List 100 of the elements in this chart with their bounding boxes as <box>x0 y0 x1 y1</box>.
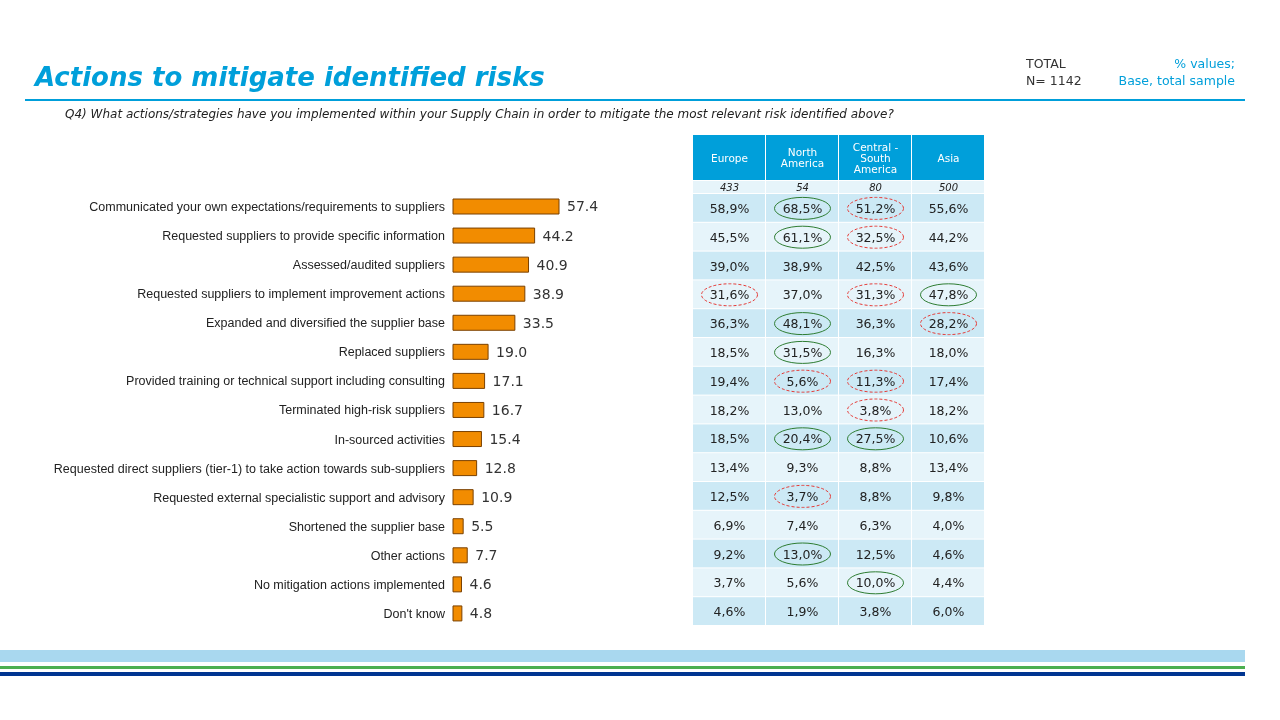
bar <box>452 198 560 215</box>
text: 13,4% <box>709 460 750 476</box>
text: 10,0% <box>855 575 896 591</box>
bar <box>452 227 536 244</box>
text: 58,9% <box>709 200 750 216</box>
text: Asia <box>937 151 960 164</box>
bar <box>452 576 462 593</box>
y-tick-label: Requested suppliers to implement improvement actions <box>137 287 445 302</box>
y-tick-label: Expanded and diversified the supplier base <box>205 316 446 331</box>
text: 18,5% <box>709 344 750 360</box>
chart-subtitle: Q4) What actions/strategies have you implemented within your Supply Chain in order to mitigate the most relevant risk identified above? <box>65 107 894 121</box>
data-label: 4.8 <box>469 605 493 622</box>
text: 54 <box>796 182 809 193</box>
text: 28,2% <box>928 316 969 332</box>
text: 10,6% <box>928 431 969 447</box>
text: Central - South America <box>852 140 899 175</box>
data-label: 57.4 <box>567 198 599 215</box>
text: 1,9% <box>786 604 819 620</box>
data-label: 5.5 <box>471 518 494 535</box>
text: 37,0% <box>782 287 823 303</box>
text: 4,4% <box>932 575 965 591</box>
text: 20,4% <box>782 431 823 447</box>
y-tick-label: Terminated high-risk suppliers <box>278 403 445 418</box>
text: 36,3% <box>709 316 750 332</box>
text: 31,5% <box>782 344 823 360</box>
bar <box>452 401 485 418</box>
text: 17,4% <box>928 373 969 389</box>
text: 44,2% <box>928 229 969 245</box>
text: 4,0% <box>932 517 965 533</box>
y-tick-label: Requested suppliers to provide specific information <box>162 229 446 244</box>
text: 7,4% <box>786 517 819 533</box>
y-tick-label: Don't know <box>383 606 446 621</box>
text: 39,0% <box>709 258 750 274</box>
bar <box>452 256 530 273</box>
text: 5,6% <box>786 575 819 591</box>
data-label: 12.8 <box>484 460 516 477</box>
text: 32,5% <box>855 229 896 245</box>
text: 9,8% <box>932 488 965 504</box>
text: 4,6% <box>932 546 965 562</box>
y-tick-label: Provided training or technical support including consulting <box>126 374 446 389</box>
text: 31,3% <box>855 287 896 303</box>
bar <box>452 343 489 360</box>
text: 6,0% <box>932 604 965 620</box>
text: N= 1142 <box>1026 72 1082 89</box>
bar <box>452 372 486 389</box>
text: Europe <box>711 151 748 164</box>
text: 9,3% <box>786 460 819 476</box>
text: 51,2% <box>855 200 896 216</box>
text: 500 <box>938 182 959 193</box>
text: 8,8% <box>859 460 892 476</box>
text: 3,7% <box>786 488 819 504</box>
text: 13,0% <box>782 546 823 562</box>
bar <box>452 547 468 564</box>
text: 45,5% <box>709 229 750 245</box>
text: 3,7% <box>713 575 746 591</box>
data-label: 7.7 <box>475 547 498 564</box>
text: 38,9% <box>782 258 823 274</box>
text: 47,8% <box>928 287 969 303</box>
text: 433 <box>719 182 740 193</box>
text: 6,9% <box>713 517 746 533</box>
y-tick-label: Requested direct suppliers (tier-1) to take action towards sub-suppliers <box>53 461 445 476</box>
text: 6,3% <box>859 517 892 533</box>
text: 3,8% <box>859 604 892 620</box>
text: 19,4% <box>709 373 750 389</box>
text: 5,6% <box>786 373 819 389</box>
bar <box>452 460 478 477</box>
y-tick-label: Replaced suppliers <box>338 345 445 360</box>
text: 12,5% <box>709 488 750 504</box>
text: % values; <box>1173 55 1235 72</box>
y-tick-label: Requested external specialistic support and advisory <box>153 490 446 505</box>
text: 31,6% <box>709 287 750 303</box>
text: North America <box>780 146 825 169</box>
y-tick-label: In-sourced activities <box>334 432 445 447</box>
data-label: 10.9 <box>481 489 513 506</box>
text: 18,0% <box>928 344 969 360</box>
text: 4,6% <box>713 604 746 620</box>
text: 13,4% <box>928 460 969 476</box>
text: 16,3% <box>855 344 896 360</box>
text: 8,8% <box>859 488 892 504</box>
bar <box>452 518 464 535</box>
text: 12,5% <box>855 546 896 562</box>
text: 18,2% <box>928 402 969 418</box>
text: 48,1% <box>782 316 823 332</box>
data-label: 44.2 <box>542 227 574 244</box>
text: 11,3% <box>855 373 896 389</box>
y-tick-label: Other actions <box>370 548 445 563</box>
text: 68,5% <box>782 200 823 216</box>
data-label: 38.9 <box>532 285 565 302</box>
text: 13,0% <box>782 402 823 418</box>
data-label: 15.4 <box>489 431 521 447</box>
data-label: 4.6 <box>469 576 492 593</box>
data-label: 19.0 <box>496 343 528 360</box>
text: 61,1% <box>782 229 823 245</box>
text: 27,5% <box>855 431 896 447</box>
text: 43,6% <box>928 258 969 274</box>
y-tick-label: Communicated your own expectations/requirements to suppliers <box>89 199 445 214</box>
text: 3,8% <box>859 402 892 418</box>
data-label: 17.1 <box>492 372 524 389</box>
text: 42,5% <box>855 258 896 274</box>
text: 18,5% <box>709 431 750 447</box>
